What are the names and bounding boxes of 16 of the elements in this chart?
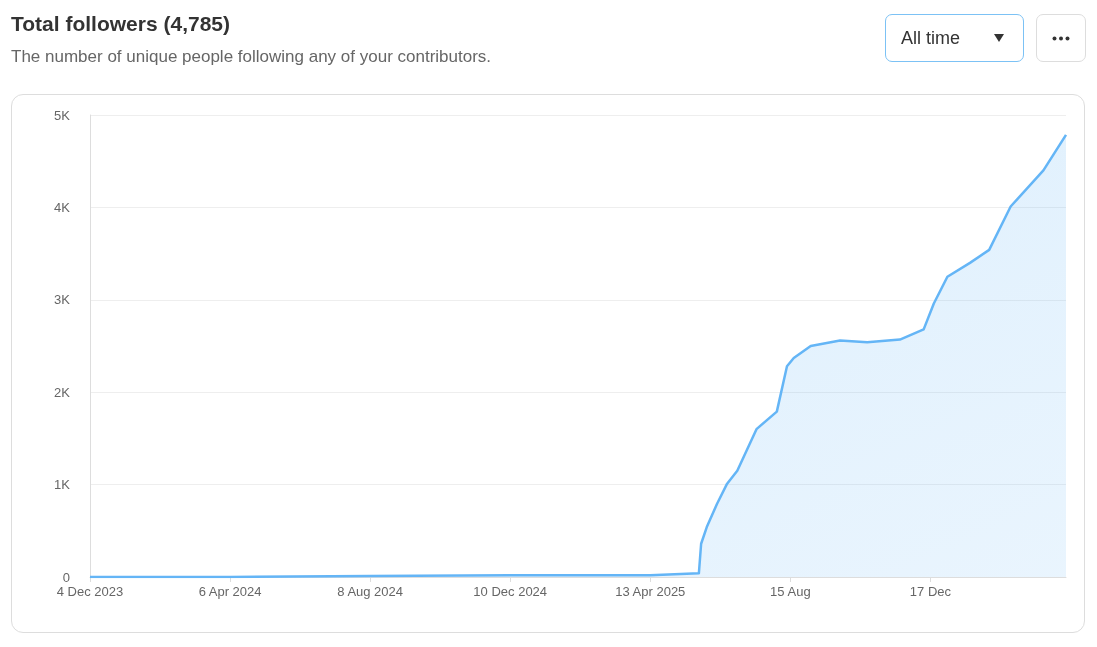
x-tick-label: 10 Dec 2024 (473, 584, 548, 599)
chart-title: Total followers (4,785) (11, 12, 230, 36)
x-tick-label: 6 Apr 2024 (198, 584, 262, 599)
y-tick-label: 2K (54, 384, 71, 400)
x-tick-label: 4 Dec 2023 (56, 584, 124, 599)
time-range-dropdown: All time (885, 14, 1024, 62)
chart-subtitle: The number of unique people following any of your contributors. (11, 47, 492, 67)
x-tick-label: 8 Aug 2024 (337, 584, 404, 599)
x-tick-label: 15 Aug (770, 584, 811, 599)
x-tick-label: 17 Dec (909, 584, 952, 599)
y-tick-label: 5K (54, 107, 71, 123)
y-tick-label: 1K (54, 477, 71, 493)
y-tick-label: 0 (62, 569, 70, 585)
x-tick-label: 13 Apr 2025 (615, 584, 686, 599)
y-tick-label: 4K (54, 199, 71, 215)
y-tick-label: 3K (54, 292, 71, 308)
